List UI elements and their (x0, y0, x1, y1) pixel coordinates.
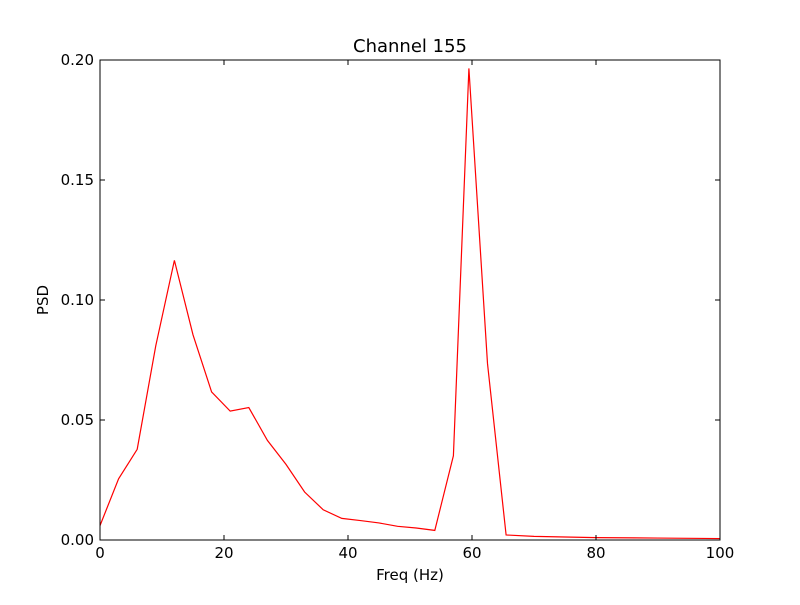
x-tick-label: 40 (338, 544, 357, 562)
chart-title: Channel 155 (353, 36, 467, 57)
x-tick-label: 60 (462, 544, 481, 562)
y-tick-label: 0.05 (61, 411, 94, 429)
marks-layer (99, 68, 721, 540)
y-axis-label: PSD (34, 285, 52, 315)
y-tick-label: 0.20 (61, 51, 94, 69)
plot-area (100, 60, 720, 540)
ticks-layer: 0 20 40 60 80 100 0.00 0.05 0.10 0.15 0.20 (61, 51, 735, 562)
x-tick-label: 80 (586, 544, 605, 562)
x-tick-label: 100 (706, 544, 735, 562)
y-tick-label: 0.10 (61, 291, 94, 309)
x-tick-label: 20 (214, 544, 233, 562)
x-tick-label: 0 (95, 544, 105, 562)
psd-series-line (99, 68, 721, 540)
y-tick-label: 0.00 (61, 531, 94, 549)
y-tick-label: 0.15 (61, 171, 94, 189)
x-axis-label: Freq (Hz) (376, 566, 444, 584)
